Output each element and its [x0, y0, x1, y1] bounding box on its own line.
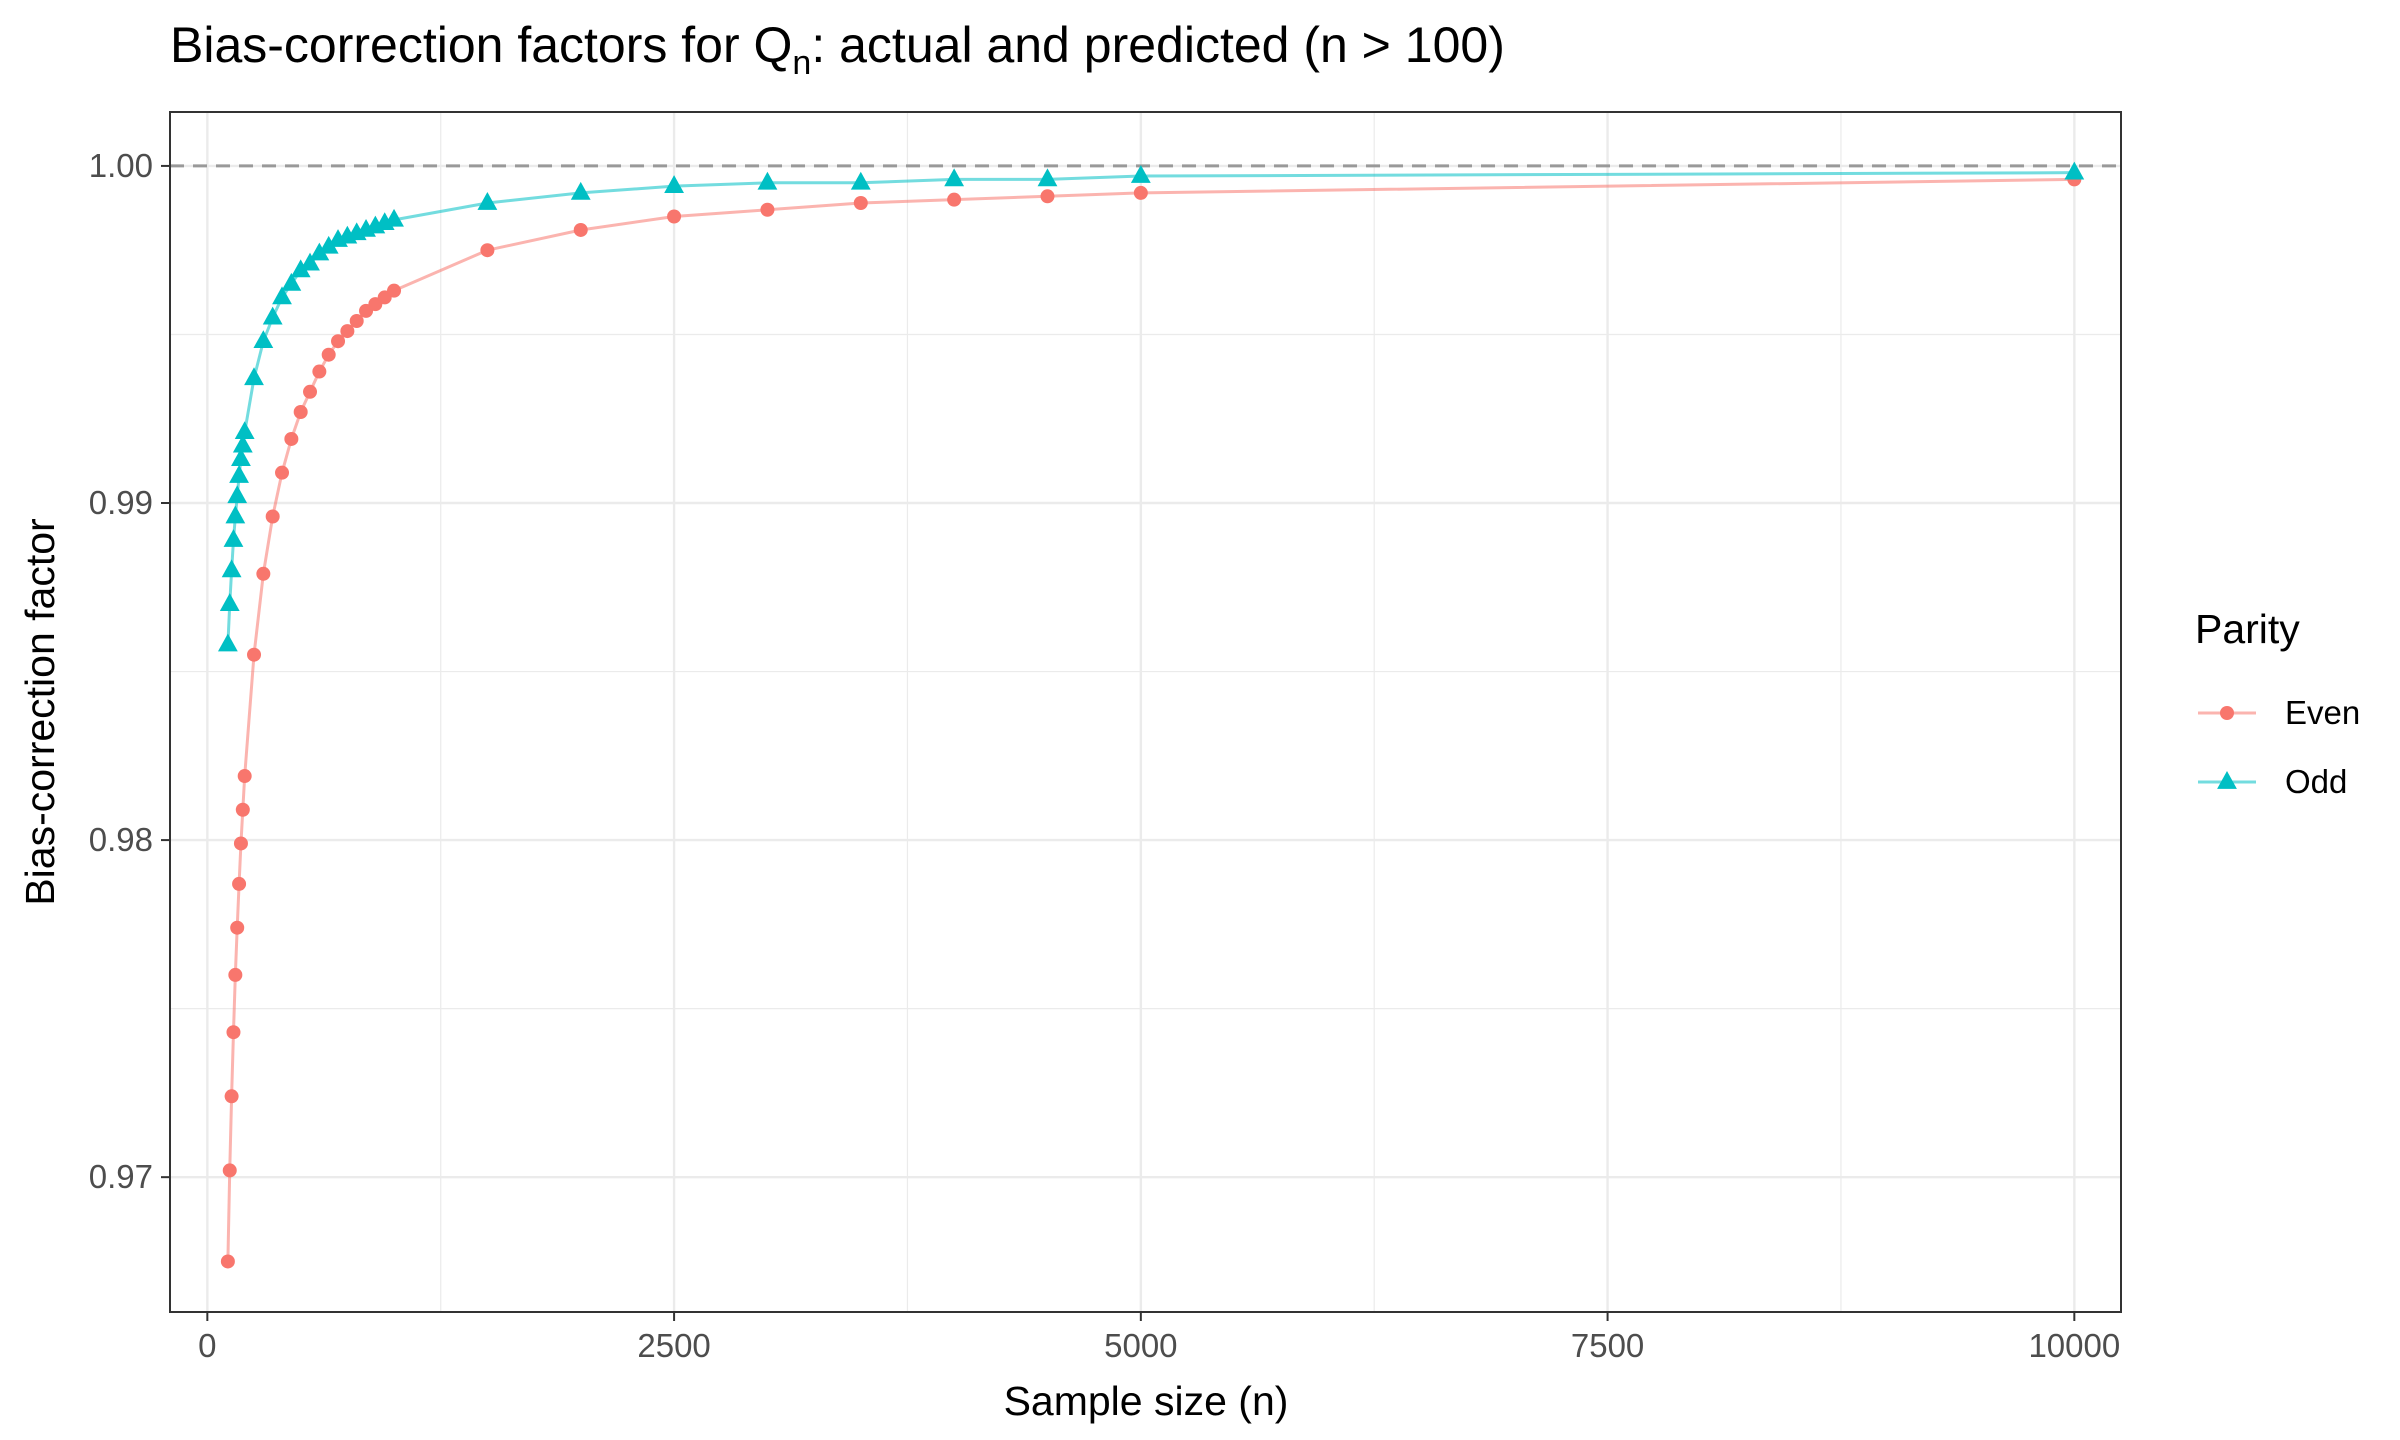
data-point-even	[1040, 189, 1055, 204]
data-point-even	[760, 202, 775, 217]
x-tick-label: 0	[198, 1327, 216, 1364]
data-point-odd	[231, 448, 251, 467]
data-point-even	[284, 431, 299, 446]
x-tick-label: 10000	[2028, 1327, 2120, 1364]
data-point-even	[233, 836, 248, 851]
legend-label-odd: Odd	[2285, 763, 2347, 800]
data-point-odd	[244, 367, 264, 386]
data-point-odd	[757, 171, 778, 190]
data-point-odd	[318, 235, 339, 254]
data-point-odd	[1037, 168, 1058, 187]
chart-title-rest: : actual and predicted (n > 100)	[811, 17, 1505, 73]
legend-items: Even Odd	[2198, 694, 2360, 800]
data-point-odd	[221, 559, 242, 578]
data-point-odd	[281, 272, 302, 291]
grid-minor	[170, 112, 2121, 1312]
x-axis-title: Sample size (n)	[1004, 1378, 1289, 1424]
data-point-odd	[309, 242, 330, 261]
data-point-even	[303, 384, 318, 399]
data-point-even	[349, 313, 364, 328]
data-point-even	[235, 802, 250, 817]
data-point-even	[1133, 185, 1148, 200]
y-tick-label: 0.98	[89, 821, 153, 858]
chart-title-subscript: n	[792, 44, 811, 82]
y-axis-title: Bias-correction factor	[17, 518, 63, 905]
legend-label-even: Even	[2285, 694, 2360, 731]
data-point-even	[265, 509, 280, 524]
data-point-odd	[290, 259, 311, 278]
data-point-odd	[223, 529, 244, 547]
data-point-even	[256, 566, 271, 581]
data-point-odd	[219, 593, 240, 611]
chart-title-main: Bias-correction factors for Q	[170, 17, 792, 73]
legend-title: Parity	[2195, 606, 2300, 652]
data-point-odd	[384, 208, 404, 227]
data-point-even	[230, 920, 245, 935]
data-point-even	[312, 364, 327, 379]
data-point-even	[293, 405, 308, 419]
data-point-odd	[477, 192, 498, 210]
data-point-odd	[944, 168, 965, 187]
data-point-odd	[229, 465, 249, 483]
data-point-even	[224, 1089, 239, 1104]
data-point-even	[275, 465, 290, 480]
x-axis-ticks: 0 2500 5000 7500 10000	[198, 1312, 2120, 1364]
data-point-odd	[253, 330, 274, 349]
y-tick-label: 0.99	[89, 484, 153, 521]
data-point-even	[237, 769, 252, 784]
data-point-odd	[217, 633, 238, 652]
data-point-even	[247, 647, 262, 662]
data-point-even	[232, 876, 247, 891]
chart-title: Bias-correction factors for Qn: actual a…	[170, 17, 1505, 82]
data-point-odd	[664, 175, 684, 193]
data-point-even	[480, 243, 495, 258]
data-point-even	[853, 196, 868, 211]
legend-key-marker-even	[2220, 706, 2234, 720]
data-point-odd	[300, 252, 320, 271]
data-point-even	[331, 334, 346, 349]
legend-key-marker-odd	[2217, 771, 2237, 789]
data-point-even	[226, 1025, 241, 1040]
data-point-odd	[570, 181, 591, 200]
data-point-odd	[1130, 165, 1151, 183]
data-point-odd	[272, 286, 292, 305]
data-point-even	[667, 209, 682, 224]
x-tick-label: 7500	[1571, 1327, 1644, 1364]
data-point-even	[228, 967, 243, 982]
y-tick-label: 0.97	[89, 1158, 153, 1195]
data-point-odd	[232, 434, 253, 453]
legend: Parity Even Odd	[2195, 606, 2360, 800]
data-point-odd	[227, 485, 248, 504]
data-point-even	[573, 222, 588, 237]
grid-major	[170, 112, 2121, 1312]
data-point-odd	[850, 171, 871, 190]
data-point-odd	[234, 421, 255, 440]
data-point-odd	[262, 306, 283, 325]
data-point-odd	[225, 505, 246, 524]
plot-panel-border	[169, 111, 2122, 1313]
series-points	[217, 161, 2085, 1269]
x-tick-label: 2500	[637, 1327, 710, 1364]
data-point-even	[947, 192, 962, 207]
data-point-even	[321, 347, 336, 362]
data-point-even	[220, 1254, 235, 1269]
x-tick-label: 5000	[1104, 1327, 1177, 1364]
data-point-even	[340, 324, 355, 339]
data-point-even	[222, 1163, 237, 1178]
data-point-odd	[2064, 161, 2085, 180]
data-point-even	[387, 283, 402, 298]
y-axis-ticks: 0.97 0.98 0.99 1.00	[89, 147, 170, 1195]
y-tick-label: 1.00	[89, 147, 153, 184]
